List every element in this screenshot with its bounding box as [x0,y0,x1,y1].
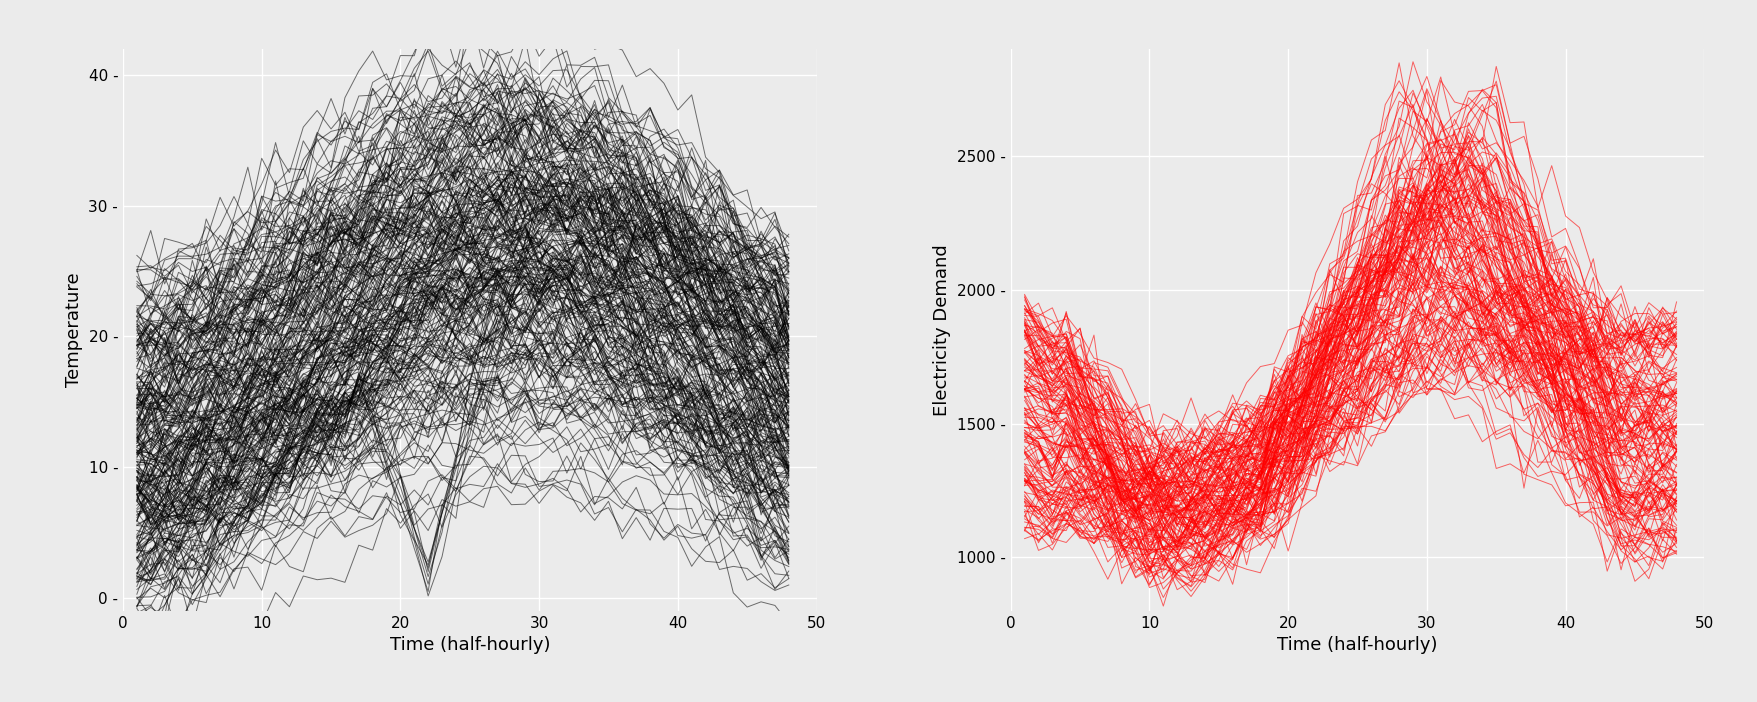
Y-axis label: Electricity Demand: Electricity Demand [933,244,952,416]
X-axis label: Time (half-hourly): Time (half-hourly) [1277,636,1437,654]
X-axis label: Time (half-hourly): Time (half-hourly) [390,636,550,654]
Y-axis label: Temperature: Temperature [65,272,83,388]
